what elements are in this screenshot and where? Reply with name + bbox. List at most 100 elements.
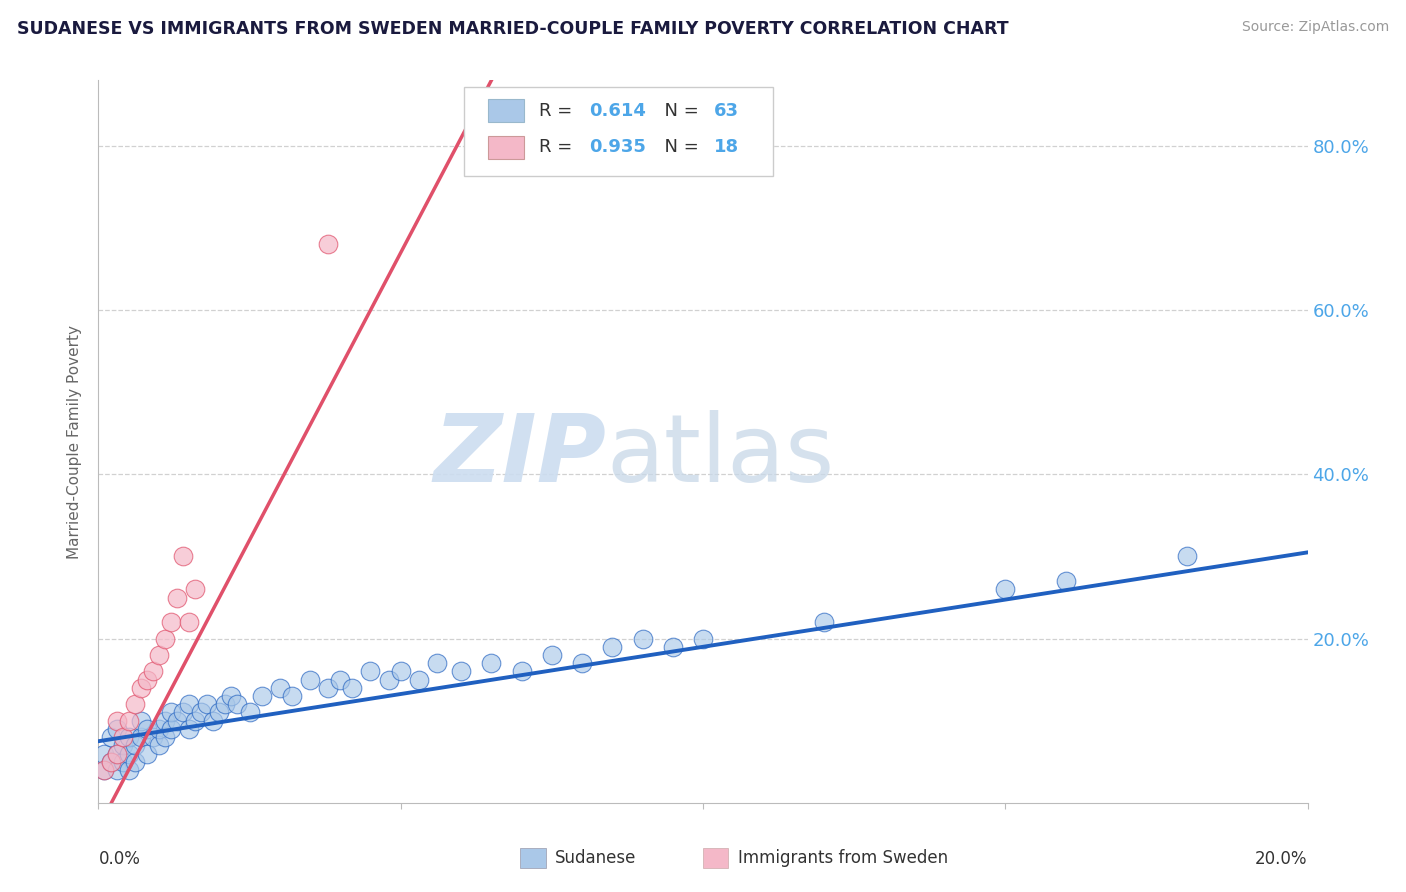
- Point: [269, 681, 291, 695]
- Point: [105, 763, 128, 777]
- Point: [631, 632, 654, 646]
- Point: [1175, 549, 1198, 564]
- Point: [360, 665, 382, 679]
- Point: [342, 681, 364, 695]
- Point: [172, 549, 194, 564]
- Text: 63: 63: [714, 102, 740, 120]
- Point: [166, 591, 188, 605]
- Text: N =: N =: [654, 102, 704, 120]
- Point: [208, 706, 231, 720]
- Text: 0.614: 0.614: [589, 102, 647, 120]
- Point: [994, 582, 1017, 597]
- Point: [148, 648, 170, 662]
- Point: [160, 615, 183, 630]
- Point: [160, 722, 183, 736]
- Point: [129, 730, 152, 744]
- Point: [105, 722, 128, 736]
- Text: ZIP: ZIP: [433, 410, 606, 502]
- Point: [481, 657, 503, 671]
- Point: [540, 648, 562, 662]
- Point: [450, 665, 472, 679]
- Point: [389, 665, 412, 679]
- Text: atlas: atlas: [606, 410, 835, 502]
- Point: [153, 632, 176, 646]
- Point: [226, 698, 249, 712]
- Point: [179, 722, 201, 736]
- Point: [179, 615, 201, 630]
- Point: [1054, 574, 1077, 588]
- Point: [118, 730, 141, 744]
- Point: [408, 673, 430, 687]
- Point: [377, 673, 399, 687]
- Point: [190, 706, 212, 720]
- Point: [135, 722, 157, 736]
- Point: [692, 632, 714, 646]
- Point: [135, 673, 157, 687]
- Text: SUDANESE VS IMMIGRANTS FROM SWEDEN MARRIED-COUPLE FAMILY POVERTY CORRELATION CHA: SUDANESE VS IMMIGRANTS FROM SWEDEN MARRI…: [17, 20, 1008, 37]
- Point: [239, 706, 262, 720]
- Point: [118, 763, 141, 777]
- Point: [142, 665, 165, 679]
- Text: Immigrants from Sweden: Immigrants from Sweden: [738, 849, 948, 867]
- Point: [148, 722, 170, 736]
- Point: [179, 698, 201, 712]
- Y-axis label: Married-Couple Family Poverty: Married-Couple Family Poverty: [67, 325, 83, 558]
- Point: [510, 665, 533, 679]
- Point: [299, 673, 322, 687]
- Point: [111, 739, 134, 753]
- Point: [118, 747, 141, 761]
- FancyBboxPatch shape: [464, 87, 773, 177]
- Text: R =: R =: [538, 102, 578, 120]
- Point: [202, 714, 225, 728]
- Point: [184, 714, 207, 728]
- Point: [426, 657, 449, 671]
- Text: 0.0%: 0.0%: [98, 850, 141, 869]
- Point: [166, 714, 188, 728]
- Point: [124, 698, 146, 712]
- Point: [111, 755, 134, 769]
- Point: [329, 673, 352, 687]
- Point: [100, 755, 122, 769]
- Text: Sudanese: Sudanese: [555, 849, 637, 867]
- Point: [160, 706, 183, 720]
- Point: [100, 755, 122, 769]
- Point: [135, 747, 157, 761]
- Text: 20.0%: 20.0%: [1256, 850, 1308, 869]
- Point: [124, 739, 146, 753]
- FancyBboxPatch shape: [488, 136, 524, 159]
- Point: [153, 714, 176, 728]
- Point: [111, 730, 134, 744]
- Text: N =: N =: [654, 138, 704, 156]
- Point: [316, 237, 339, 252]
- Point: [105, 747, 128, 761]
- Point: [661, 640, 683, 654]
- Point: [100, 730, 122, 744]
- Point: [124, 755, 146, 769]
- Point: [105, 714, 128, 728]
- FancyBboxPatch shape: [488, 99, 524, 122]
- Point: [813, 615, 835, 630]
- Point: [214, 698, 236, 712]
- Text: R =: R =: [538, 138, 578, 156]
- Point: [602, 640, 624, 654]
- Point: [316, 681, 339, 695]
- Point: [184, 582, 207, 597]
- Point: [93, 763, 115, 777]
- Point: [221, 689, 243, 703]
- Point: [153, 730, 176, 744]
- Point: [250, 689, 273, 703]
- Point: [129, 681, 152, 695]
- Point: [172, 706, 194, 720]
- Point: [195, 698, 218, 712]
- Text: Source: ZipAtlas.com: Source: ZipAtlas.com: [1241, 20, 1389, 34]
- Point: [571, 657, 593, 671]
- Point: [142, 730, 165, 744]
- Point: [118, 714, 141, 728]
- Text: 18: 18: [714, 138, 740, 156]
- Point: [105, 747, 128, 761]
- Point: [129, 714, 152, 728]
- Point: [148, 739, 170, 753]
- Point: [93, 763, 115, 777]
- Point: [281, 689, 304, 703]
- Text: 0.935: 0.935: [589, 138, 647, 156]
